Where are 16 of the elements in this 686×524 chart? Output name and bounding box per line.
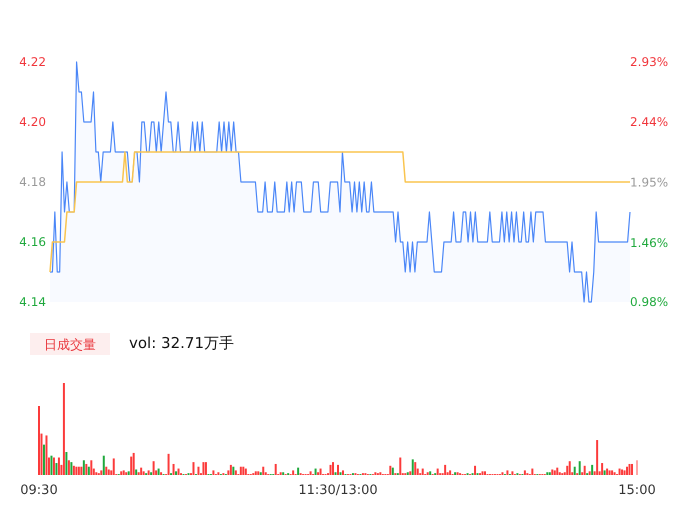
y2-tick-label: 1.46%	[630, 236, 668, 250]
y-tick-label: 4.18	[19, 174, 46, 189]
y-tick-label: 4.22	[19, 54, 46, 69]
x-tick-label: 15:00	[618, 483, 656, 498]
y2-tick-label: 2.44%	[630, 115, 668, 130]
y2-tick-label: 2.93%	[630, 54, 668, 69]
chart-title: 日成交量	[44, 337, 96, 353]
line-series	[49, 151, 631, 273]
y-tick-label: 4.16	[19, 234, 46, 249]
y2-tick-label: 1.95%	[630, 175, 668, 190]
chart-subtitle: vol: 32.71万手	[129, 334, 234, 352]
x-tick-label: 11:30/13:00	[298, 483, 378, 498]
y-tick-label: 4.14	[19, 294, 46, 309]
x-tick-label: 09:30	[20, 483, 58, 498]
y-tick-label: 4.20	[19, 114, 46, 129]
y2-tick-label: 0.98%	[630, 294, 668, 309]
